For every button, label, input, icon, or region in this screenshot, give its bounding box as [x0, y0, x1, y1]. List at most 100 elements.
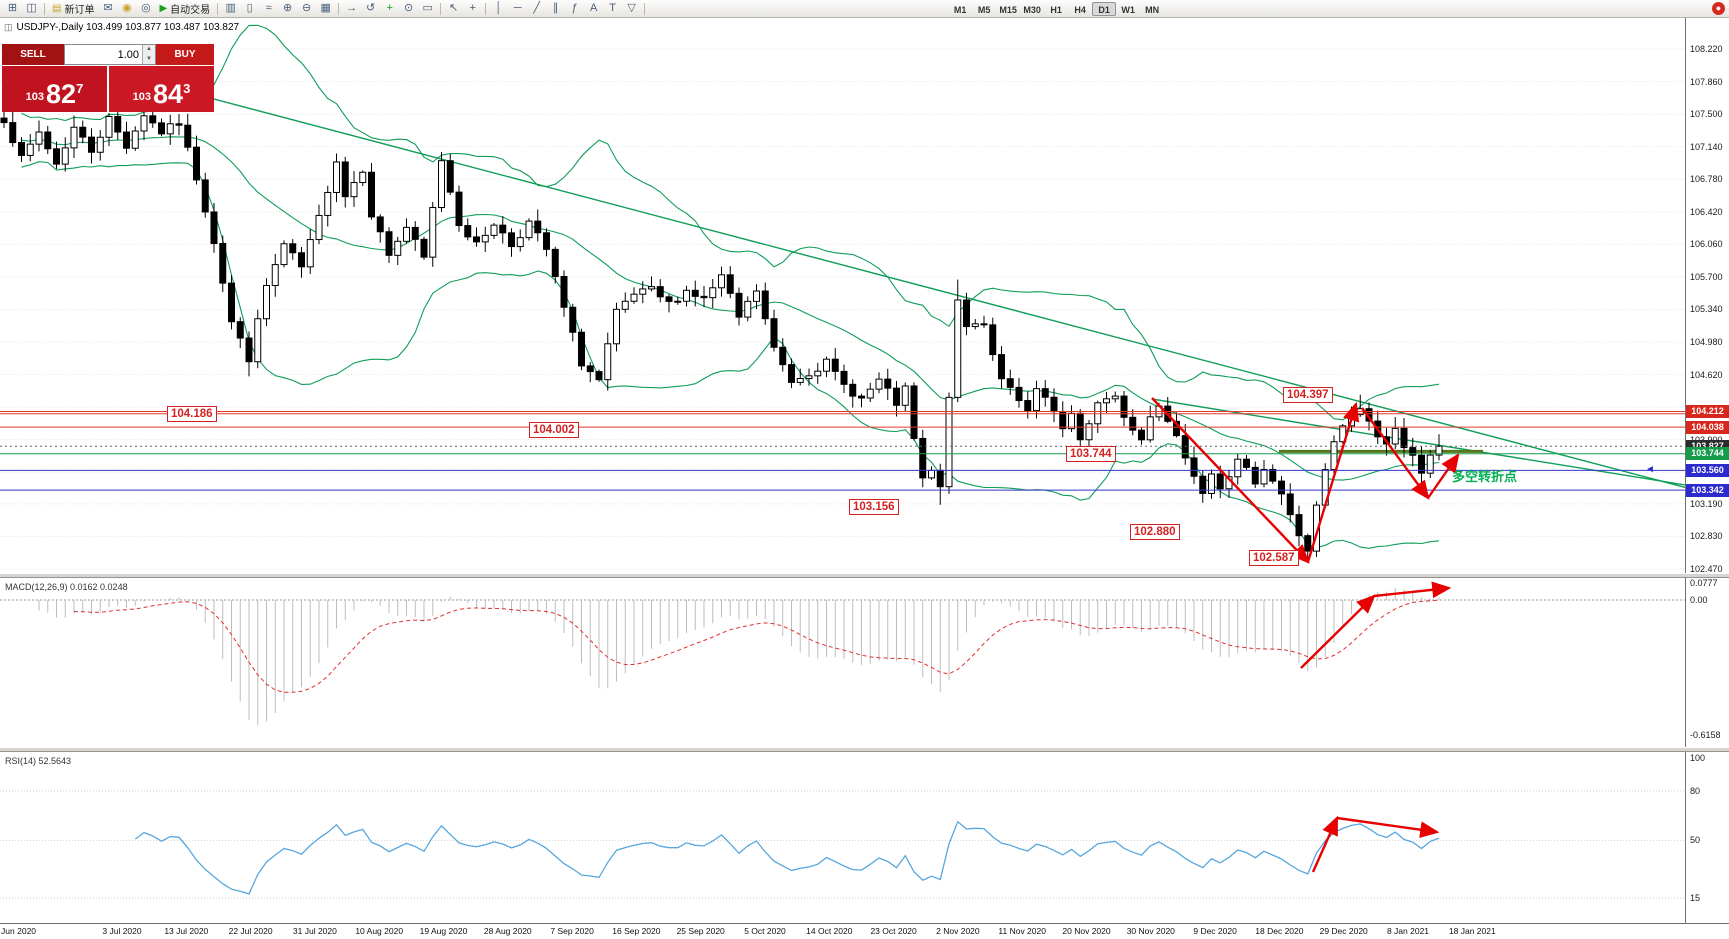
symbol-ohlc-text: USDJPY-,Daily 103.499 103.877 103.487 10…: [16, 22, 240, 33]
candlestick-chart-icon[interactable]: ▯: [246, 2, 253, 14]
price-label-box[interactable]: 103.156: [849, 498, 899, 515]
grid-icon[interactable]: ▦: [320, 2, 331, 14]
vertical-line-icon[interactable]: │: [495, 2, 503, 14]
trend-arrows-rsi[interactable]: [1311, 815, 1440, 873]
trend-arrows-macd[interactable]: [1300, 581, 1452, 669]
sell-button[interactable]: SELL: [2, 44, 64, 65]
timeframe-M5[interactable]: M5: [977, 4, 991, 15]
time-axis-label: 7 Sep 2020: [550, 926, 594, 936]
notifications-icon[interactable]: ●: [1712, 2, 1725, 15]
chart-mini-icon: ◫: [4, 22, 13, 32]
new-order-button[interactable]: ▤ 新订单: [48, 1, 98, 16]
time-axis-label: 8 Jun 2020: [0, 926, 37, 936]
toolbar-separator: [485, 2, 487, 15]
auto-scroll-icon[interactable]: ↺: [366, 2, 376, 14]
price-label-box[interactable]: 103.744: [1066, 445, 1116, 462]
timeframe-D1[interactable]: D1: [1092, 1, 1117, 16]
price-label-box[interactable]: 104.397: [1283, 386, 1333, 403]
price-label-box[interactable]: 102.587: [1249, 550, 1299, 567]
time-axis-label: 19 Aug 2020: [419, 926, 468, 936]
price-tick: 104.620: [1690, 369, 1723, 380]
time-axis-label: 14 Oct 2020: [806, 926, 853, 936]
bar-chart-icon[interactable]: ▥: [225, 2, 236, 14]
autotrading-button[interactable]: ▶ 自动交易: [155, 1, 214, 16]
price-label-box[interactable]: 102.880: [1130, 523, 1180, 540]
fibonacci-icon[interactable]: ƒ: [571, 2, 578, 14]
time-axis-label: 30 Nov 2020: [1126, 926, 1175, 936]
chart-canvas[interactable]: [0, 0, 1685, 939]
new-order-button-icon: ▤: [52, 3, 62, 14]
new-chart-icon[interactable]: ⊞: [7, 2, 18, 14]
timeframe-M1[interactable]: M1: [953, 4, 967, 15]
horizontal-line-icon[interactable]: ─: [513, 2, 522, 14]
rsi-level-lines: [0, 790, 1685, 899]
timeframe-H4[interactable]: H4: [1074, 4, 1086, 15]
timeframe-M30[interactable]: M30: [1023, 4, 1041, 15]
lot-size-input[interactable]: [65, 45, 142, 64]
rsi-pane-separator[interactable]: [0, 747, 1729, 752]
lot-decrement-button[interactable]: ▼: [143, 54, 155, 64]
horizontal-level-lines[interactable]: [0, 410, 1685, 491]
chart-windows-icon[interactable]: ◫: [26, 2, 37, 14]
lot-increment-button[interactable]: ▲: [143, 45, 155, 55]
price-tick: 103.190: [1690, 498, 1723, 509]
macd-axis-label: 0.00: [1690, 595, 1708, 605]
macd-axis-label: 0.0777: [1690, 577, 1718, 588]
bid-price-main: 827: [46, 79, 84, 109]
time-axis-label: 23 Oct 2020: [870, 926, 917, 936]
autotrading-button-icon: ▶: [159, 3, 168, 14]
price-label-box[interactable]: 104.186: [167, 405, 217, 422]
channel-icon[interactable]: ∥: [552, 2, 559, 14]
templates-icon[interactable]: ▭: [422, 2, 433, 14]
ask-price-panel[interactable]: 103 843: [109, 66, 214, 112]
indicators-icon[interactable]: +: [386, 2, 393, 14]
toolbar-separator: [217, 2, 219, 15]
cursor-icon[interactable]: ↖: [449, 2, 459, 14]
rsi-axis-label: 100: [1690, 753, 1706, 763]
buy-button[interactable]: BUY: [156, 44, 214, 65]
shapes-icon[interactable]: ▽: [627, 2, 636, 14]
line-chart-icon[interactable]: ≈: [265, 2, 272, 14]
time-axis-label: 20 Nov 2020: [1062, 926, 1111, 936]
ask-price-prefix: 103: [132, 91, 152, 103]
turning-point-annotation[interactable]: 多空转折点: [1452, 469, 1518, 484]
zoom-in-icon[interactable]: ⊕: [283, 2, 293, 14]
price-label-box[interactable]: 104.002: [529, 422, 579, 439]
trend-arrows-main[interactable]: [1151, 397, 1460, 564]
text-label-icon[interactable]: T: [609, 2, 617, 14]
time-axis-label: 13 Jul 2020: [164, 926, 209, 936]
trendline-icon[interactable]: ╱: [533, 2, 540, 14]
zoom-out-icon[interactable]: ⊖: [302, 2, 312, 14]
text-icon[interactable]: A: [589, 2, 598, 14]
mail-icon[interactable]: ✉: [103, 2, 113, 14]
price-tick: 106.060: [1690, 239, 1723, 250]
time-axis-label: 11 Nov 2020: [998, 926, 1046, 936]
timeframe-MN[interactable]: MN: [1145, 4, 1160, 15]
timeframe-W1[interactable]: W1: [1121, 4, 1135, 15]
time-axis-label: 9 Dec 2020: [1193, 926, 1237, 936]
toolbar: ⊞ ◫ ▤ 新订单 ✉ ◉ ◎ ▶ 自动交易 ▥ ▯ ≈ ⊕ ⊖ ▦ → ↺ + ⊙ ▭ ↖ + │ ─ ╱ ∥ ƒ A T ▽ M1 M5 M…: [0, 0, 1729, 18]
price-tag: 104.212: [1686, 404, 1729, 418]
new-order-button-label: 新订单: [64, 5, 95, 16]
crosshair-icon[interactable]: +: [469, 2, 476, 14]
alerts-icon[interactable]: ◉: [122, 2, 132, 14]
macd-histogram: [38, 588, 1440, 726]
price-tick: 107.500: [1690, 109, 1723, 120]
news-icon[interactable]: ◎: [141, 2, 151, 14]
macd-axis-label: -0.6158: [1690, 729, 1721, 740]
chart-shift-icon[interactable]: →: [346, 2, 358, 14]
ask-price-main: 843: [153, 79, 191, 109]
time-axis-label: 22 Jul 2020: [228, 926, 273, 936]
rsi-axis-label: 50: [1690, 835, 1701, 846]
time-axis[interactable]: [0, 923, 1729, 939]
macd-pane-separator[interactable]: [0, 573, 1729, 578]
timeframe-H1[interactable]: H1: [1050, 4, 1062, 15]
trendlines[interactable]: [175, 88, 1685, 499]
periods-icon[interactable]: ⊙: [404, 2, 414, 14]
toolbar-separator: [338, 2, 340, 15]
bid-price-panel[interactable]: 103 827: [2, 66, 107, 112]
blue-arrow-marker: ◄: [1645, 464, 1655, 475]
timeframe-M15[interactable]: M15: [999, 4, 1017, 15]
rsi-axis-label: 15: [1690, 892, 1701, 903]
price-tag: 103.560: [1686, 463, 1729, 477]
